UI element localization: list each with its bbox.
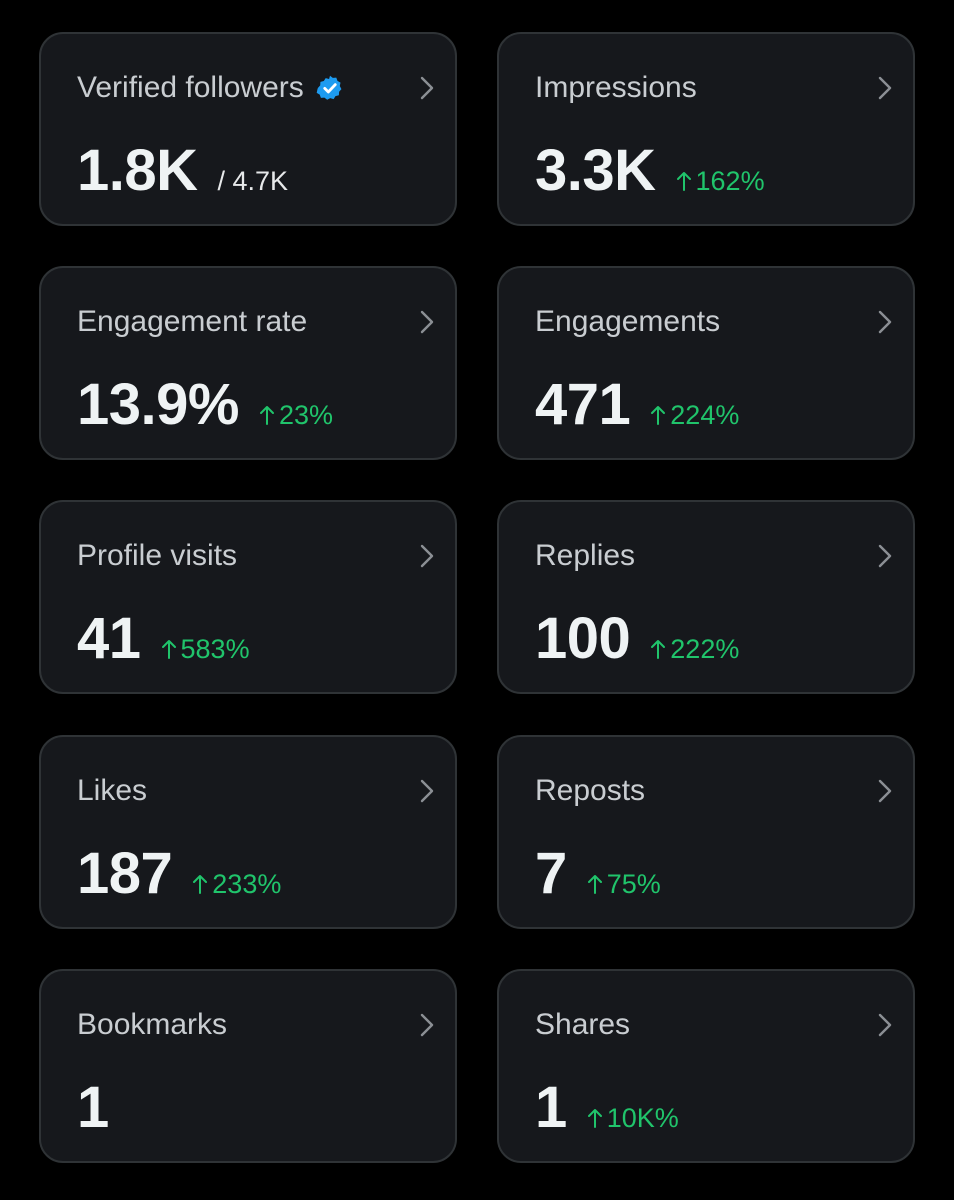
card-value-row: 1 (77, 1075, 109, 1141)
card-change: 75% (587, 869, 661, 900)
card-value-row: 7 75% (535, 841, 661, 907)
card-title: Engagement rate (77, 305, 308, 338)
arrow-up-icon (651, 640, 666, 659)
card-value: 187 (77, 841, 173, 906)
chevron-right-icon[interactable] (875, 542, 895, 570)
card-value-row: 3.3K 162% (535, 138, 765, 204)
verified-badge-icon (316, 75, 342, 100)
card-value: 3.3K (535, 138, 656, 203)
card-value: 13.9% (77, 372, 239, 437)
card-bookmarks[interactable]: Bookmarks 1 (39, 969, 457, 1163)
card-value-row: 100 222% (535, 606, 739, 672)
arrow-up-icon (651, 406, 666, 425)
card-title: Verified followers (77, 71, 304, 104)
card-profile-visits[interactable]: Profile visits 41 583% (39, 500, 457, 694)
card-impressions[interactable]: Impressions 3.3K 162% (497, 32, 915, 226)
card-value-row: 1.8K / 4.7K (77, 138, 288, 204)
chevron-right-icon[interactable] (417, 1011, 437, 1039)
card-value: 1 (77, 1075, 109, 1140)
chevron-right-icon[interactable] (875, 308, 895, 336)
card-value: 100 (535, 606, 631, 671)
card-value-row: 187 233% (77, 841, 281, 907)
chevron-right-icon[interactable] (417, 74, 437, 102)
card-change: 224% (650, 400, 739, 431)
card-title: Bookmarks (77, 1008, 228, 1041)
card-title: Likes (77, 774, 148, 807)
chevron-right-icon[interactable] (417, 542, 437, 570)
card-change-value: 162% (695, 166, 765, 196)
arrow-up-icon (193, 875, 208, 894)
card-change-value: 10K% (606, 1103, 679, 1133)
arrow-up-icon (587, 1109, 602, 1128)
card-change: 23% (259, 400, 333, 431)
card-value: 1 (535, 1075, 567, 1140)
chevron-right-icon[interactable] (875, 74, 895, 102)
arrow-up-icon (161, 640, 176, 659)
card-change-value: 75% (606, 869, 661, 899)
arrow-up-icon (259, 406, 274, 425)
card-title: Reposts (535, 774, 646, 807)
card-engagement-rate[interactable]: Engagement rate 13.9% 23% (39, 266, 457, 460)
card-value-row: 13.9% 23% (77, 372, 333, 438)
card-change-value: 23% (278, 400, 334, 430)
card-value-row: 41 583% (77, 606, 250, 672)
card-change: 162% (676, 166, 765, 197)
card-value: 1.8K (77, 138, 198, 203)
card-replies[interactable]: Replies 100 222% (497, 500, 915, 694)
card-change-value: 583% (180, 634, 250, 664)
card-change: 222% (650, 634, 739, 665)
card-change-value: 222% (670, 634, 740, 664)
card-value: 471 (535, 372, 631, 437)
card-title: Profile visits (77, 539, 238, 572)
card-change-value: 224% (670, 400, 740, 430)
card-title: Replies (535, 539, 636, 572)
card-value: 41 (77, 606, 141, 671)
card-change-value: 233% (212, 869, 282, 899)
card-change: 583% (161, 634, 250, 665)
card-likes[interactable]: Likes 187 233% (39, 735, 457, 929)
chevron-right-icon[interactable] (417, 308, 437, 336)
card-change: 10K% (587, 1103, 679, 1134)
arrow-up-icon (676, 172, 691, 191)
card-shares[interactable]: Shares 1 10K% (497, 969, 915, 1163)
card-engagements[interactable]: Engagements 471 224% (497, 266, 915, 460)
card-title: Engagements (535, 305, 721, 338)
card-title-row: Verified followers (77, 70, 344, 106)
arrow-up-icon (587, 875, 602, 894)
card-reposts[interactable]: Reposts 7 75% (497, 735, 915, 929)
chevron-right-icon[interactable] (875, 1011, 895, 1039)
chevron-right-icon[interactable] (417, 777, 437, 805)
card-value: 7 (535, 841, 567, 906)
card-change: 233% (192, 869, 281, 900)
card-value-row: 471 224% (535, 372, 739, 438)
card-verified-followers[interactable]: Verified followers 1.8K / 4.7K (39, 32, 457, 226)
card-title: Impressions (535, 71, 697, 104)
card-title: Shares (535, 1008, 631, 1041)
chevron-right-icon[interactable] (875, 777, 895, 805)
card-value-row: 1 10K% (535, 1075, 679, 1141)
card-total: / 4.7K (217, 166, 289, 196)
